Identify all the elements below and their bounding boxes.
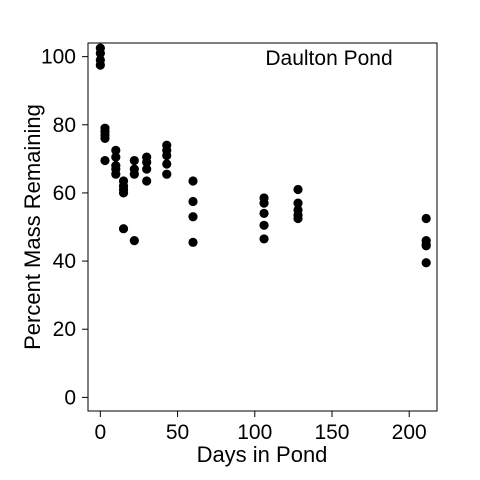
x-axis-title: Days in Pond <box>197 442 328 467</box>
data-point <box>259 208 269 218</box>
data-point <box>129 169 139 179</box>
data-point <box>111 169 121 179</box>
data-point <box>111 145 121 155</box>
x-axis: 0 50 100 150 200 <box>95 411 427 444</box>
data-point <box>259 198 269 208</box>
data-point <box>129 155 139 166</box>
data-point <box>142 164 152 174</box>
data-point <box>142 157 152 167</box>
data-point <box>162 159 172 169</box>
data-point <box>129 236 139 246</box>
data-point <box>421 213 431 224</box>
y-tick-label: 60 <box>53 182 76 205</box>
data-point <box>100 133 110 144</box>
data-points <box>95 43 431 268</box>
x-tick-label: 150 <box>314 421 349 444</box>
y-axis: 0 20 40 60 80 100 <box>41 46 88 409</box>
data-point <box>111 152 121 162</box>
data-point <box>142 176 152 186</box>
data-point <box>421 258 431 268</box>
data-point <box>293 184 303 195</box>
data-point <box>118 188 129 198</box>
data-point <box>162 169 172 179</box>
x-tick-label: 50 <box>166 421 189 444</box>
x-tick-label: 100 <box>237 421 272 444</box>
data-point <box>259 234 269 244</box>
data-point <box>188 176 198 186</box>
y-axis-title: Percent Mass Remaining <box>20 104 45 350</box>
data-point <box>162 150 172 161</box>
data-point <box>100 155 110 166</box>
plot-frame <box>87 42 438 412</box>
data-point <box>188 212 198 222</box>
data-point <box>188 196 198 207</box>
data-point <box>293 213 303 224</box>
y-tick-label: 0 <box>64 386 76 409</box>
y-tick-label: 20 <box>53 318 76 341</box>
data-point <box>259 220 269 230</box>
data-point <box>421 241 431 251</box>
y-tick-label: 100 <box>41 46 76 69</box>
y-tick-label: 40 <box>53 250 76 273</box>
chart-annotation: Daulton Pond <box>265 47 392 70</box>
data-point <box>118 224 129 234</box>
data-point <box>95 60 105 70</box>
x-tick-label: 200 <box>392 421 427 444</box>
data-point <box>95 48 105 58</box>
y-tick-label: 80 <box>53 114 76 137</box>
data-point <box>188 237 198 247</box>
data-point <box>293 198 303 208</box>
x-tick-label: 0 <box>95 421 107 444</box>
